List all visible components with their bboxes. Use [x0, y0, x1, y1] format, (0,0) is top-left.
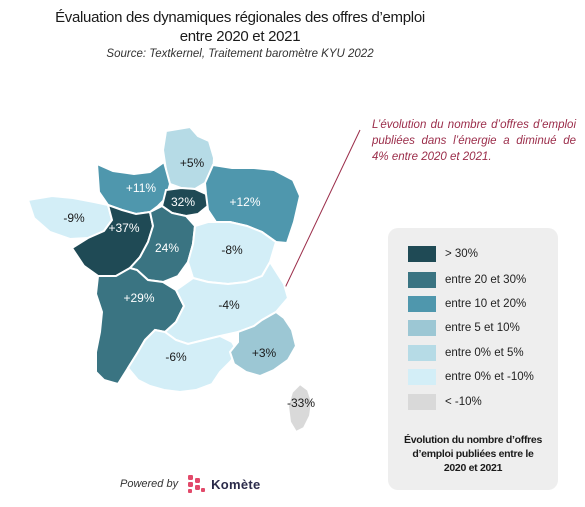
legend-caption-line3: 2020 et 2021	[443, 462, 503, 474]
map-title-line1: Évaluation des dynamiques régionales des…	[55, 9, 425, 26]
label-bourgogne-franche-comte: -8%	[221, 243, 243, 257]
legend-swatch	[408, 320, 436, 336]
powered-by-text: Powered by	[120, 478, 179, 490]
legend-swatch	[408, 394, 436, 410]
legend-label: < -10%	[445, 396, 482, 408]
label-ile-de-france: 32%	[171, 195, 195, 209]
map-title: Évaluation des dynamiques régionales des…	[0, 8, 480, 46]
komete-logo-icon	[188, 475, 206, 493]
map-source: Source: Textkernel, Traitement baromètre…	[106, 48, 374, 60]
legend-item: entre 5 et 10%	[408, 320, 520, 336]
legend-label: entre 20 et 30%	[445, 274, 527, 286]
legend-item: entre 10 et 20%	[408, 296, 526, 312]
legend-label: entre 0% et 5%	[445, 347, 524, 359]
label-nouvelle-aquitaine: +29%	[123, 291, 154, 305]
legend-caption: Évolution du nombre d’offres d’emploi pu…	[388, 433, 558, 475]
label-pays-de-la-loire: +37%	[108, 221, 139, 235]
label-hauts-de-france: +5%	[180, 156, 205, 170]
legend-swatch	[408, 246, 436, 262]
legend-item: entre 0% et -10%	[408, 369, 534, 385]
legend-caption-line2: d’emploi publiées entre le	[412, 448, 534, 460]
brand-name: Komète	[211, 476, 261, 492]
legend-swatch	[408, 296, 436, 312]
legend-item: > 30%	[408, 246, 478, 262]
region-occitanie	[126, 328, 240, 394]
energy-note: L’évolution du nombre d’offres d’emploi …	[372, 119, 576, 163]
legend-swatch	[408, 272, 436, 288]
label-bretagne: -9%	[63, 211, 85, 225]
legend-caption-line1: Évolution du nombre d’offres	[403, 434, 543, 446]
legend-label: entre 5 et 10%	[445, 322, 520, 334]
map-legend: > 30% entre 20 et 30% entre 10 et 20% en…	[388, 228, 558, 490]
legend-swatch	[408, 369, 436, 385]
label-grand-est: +12%	[229, 195, 260, 209]
legend-label: > 30%	[445, 248, 478, 260]
legend-swatch	[408, 345, 436, 361]
legend-label: entre 0% et -10%	[445, 371, 534, 383]
label-occitanie: -6%	[165, 350, 187, 364]
region-paca	[228, 310, 298, 378]
legend-item: entre 20 et 30%	[408, 272, 526, 288]
region-corse	[286, 382, 314, 434]
label-corse: -33%	[287, 396, 315, 410]
label-normandie: +11%	[126, 181, 156, 195]
label-paca: +3%	[252, 346, 277, 360]
label-centre-val-de-loire: 24%	[155, 241, 179, 255]
legend-label: entre 10 et 20%	[445, 298, 527, 310]
legend-item: entre 0% et 5%	[408, 345, 524, 361]
region-centre-val-de-loire	[128, 204, 197, 284]
legend-item: < -10%	[408, 394, 482, 410]
powered-by: Powered by Komète	[120, 474, 261, 494]
label-auvergne-rhone-alpes: -4%	[218, 298, 240, 312]
note-pointer-line	[283, 129, 361, 291]
map-title-line2: entre 2020 et 2021	[179, 28, 301, 45]
